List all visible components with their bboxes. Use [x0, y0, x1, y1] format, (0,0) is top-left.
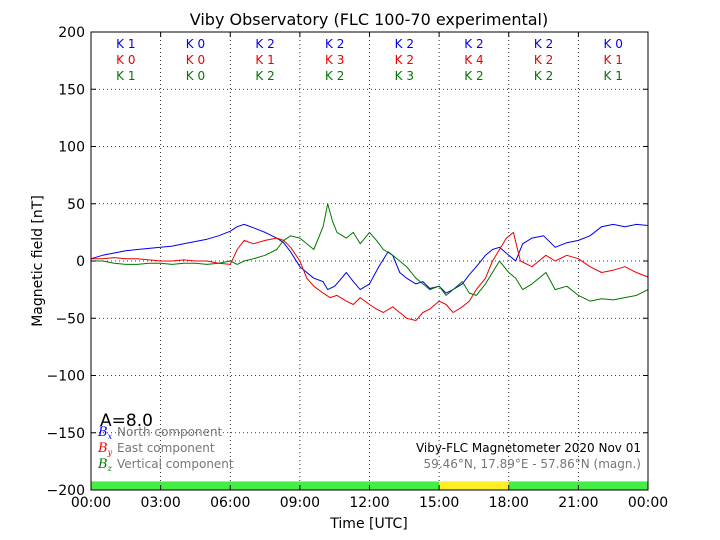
info-station-date: Viby-FLC Magnetometer 2020 Nov 01 — [416, 441, 641, 455]
legend: Bx North component By East component Bz … — [97, 425, 234, 473]
k-label-y: K 2 — [534, 53, 553, 67]
y-tick-label: −50 — [55, 311, 85, 327]
k-label-z: K 3 — [395, 69, 414, 83]
legend-label-vertical: Vertical component — [117, 457, 234, 471]
x-tick-label: 21:00 — [558, 495, 598, 511]
k-label-x: K 2 — [325, 37, 344, 51]
k-label-y: K 1 — [255, 53, 274, 67]
k-label-x: K 0 — [604, 37, 623, 51]
k-label-x: K 2 — [534, 37, 553, 51]
k-label-z: K 2 — [325, 69, 344, 83]
x-tick-label: 00:00 — [71, 495, 111, 511]
y-tick-label: −150 — [47, 426, 85, 442]
y-tick-label: −200 — [47, 483, 85, 499]
data-series — [90, 203, 649, 321]
info-coordinates: 59.46°N, 17.89°E - 57.86°N (magn.) — [424, 457, 641, 471]
y-tick-labels: −200 −150 −100 −50 0 50 100 150 200 — [47, 25, 85, 499]
legend-item-east: By East component — [97, 441, 215, 457]
axis-ticks — [90, 31, 649, 491]
x-axis-title: Time [UTC] — [329, 516, 407, 532]
k-label-z: K 2 — [534, 69, 553, 83]
k-label-x: K 1 — [116, 37, 135, 51]
series-line-z — [91, 203, 649, 302]
k-label-z: K 1 — [604, 69, 623, 83]
k-label-x: K 2 — [464, 37, 483, 51]
legend-item-north: Bx North component — [97, 425, 223, 441]
legend-symbol-vertical: Bz — [97, 457, 113, 473]
legend-symbol-north: Bx — [97, 425, 113, 441]
activity-segment — [91, 481, 440, 490]
x-tick-label: 00:00 — [628, 495, 668, 511]
k-label-x: K 2 — [395, 37, 414, 51]
y-tick-label: 50 — [67, 197, 85, 213]
k-label-y: K 0 — [116, 53, 135, 67]
series-line-y — [91, 231, 649, 321]
y-tick-label: −100 — [47, 369, 85, 385]
legend-item-vertical: Bz Vertical component — [97, 457, 234, 473]
k-label-y: K 3 — [325, 53, 344, 67]
k-label-z: K 0 — [186, 69, 205, 83]
legend-label-east: East component — [117, 441, 215, 455]
chart-title: Viby Observatory (FLC 100-70 experimenta… — [190, 10, 549, 29]
x-tick-label: 03:00 — [140, 495, 180, 511]
x-tick-labels: 00:00 03:00 06:00 09:00 12:00 15:00 18:00 21:00… — [71, 495, 668, 511]
series-line-x — [90, 223, 649, 294]
k-index-labels: K 1 K 0 K 2 K 2 K 2 K 2 K 2 K 0 K 0 K 0 K 1 K 3 K 2 K… — [116, 37, 623, 83]
x-tick-label: 12:00 — [349, 495, 389, 511]
k-label-y: K 4 — [464, 53, 483, 67]
a-index-label: A=8.0 — [100, 411, 153, 431]
y-tick-label: 200 — [58, 25, 85, 41]
legend-symbol-east: By — [97, 441, 113, 457]
k-label-z: K 2 — [255, 69, 274, 83]
y-tick-label: 100 — [58, 140, 85, 156]
k-label-y: K 1 — [604, 53, 623, 67]
x-tick-label: 18:00 — [489, 495, 529, 511]
y-tick-label: 150 — [58, 82, 85, 98]
k-label-x: K 0 — [186, 37, 205, 51]
y-axis-title: Magnetic field [nT] — [30, 195, 46, 327]
x-tick-label: 09:00 — [280, 495, 320, 511]
x-tick-label: 06:00 — [210, 495, 250, 511]
k-label-z: K 2 — [464, 69, 483, 83]
k-label-x: K 2 — [255, 37, 274, 51]
k-label-z: K 1 — [116, 69, 135, 83]
y-tick-label: 0 — [76, 254, 85, 270]
k-label-y: K 2 — [395, 53, 414, 67]
activity-segment — [439, 481, 509, 490]
k-label-y: K 0 — [186, 53, 205, 67]
x-tick-label: 15:00 — [419, 495, 459, 511]
legend-label-north: North component — [117, 425, 223, 439]
